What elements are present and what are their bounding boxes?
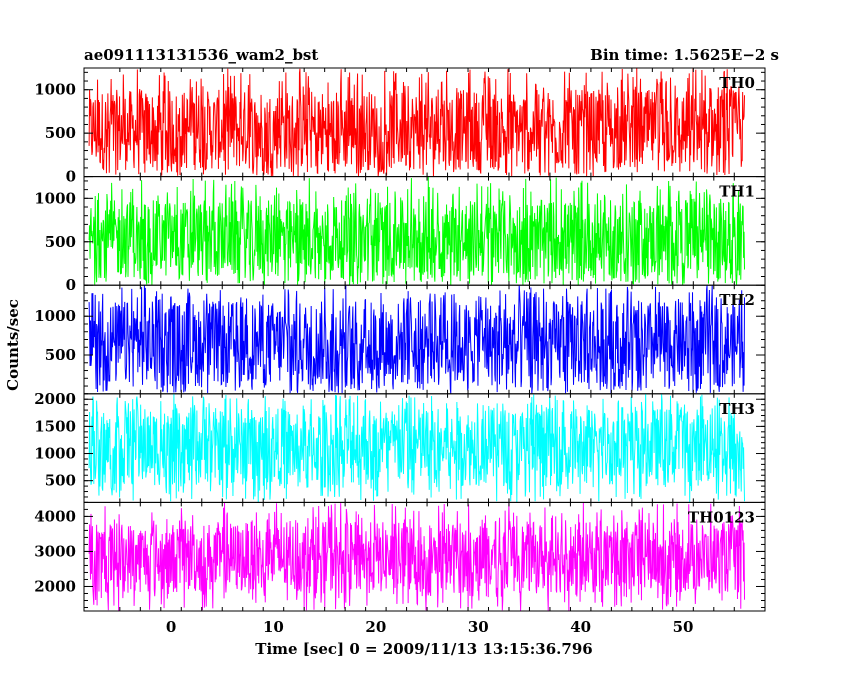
x-tick-label: 20 <box>365 618 386 636</box>
series-line-th3 <box>88 393 746 502</box>
y-tick-label: 3000 <box>34 542 76 560</box>
y-axis-label: Counts/sec <box>4 299 22 391</box>
y-tick-label: 2000 <box>34 577 76 595</box>
series-line-th0 <box>88 68 746 177</box>
panel-label-th0: TH0 <box>719 74 755 92</box>
x-tick-label: 50 <box>673 618 694 636</box>
panel-frame <box>83 501 766 612</box>
panel-label-th0123: TH0123 <box>688 508 755 526</box>
panel-th1: 0 500 1000 TH1 <box>34 176 766 294</box>
y-tick-label: 500 <box>45 346 76 364</box>
panel-th3: 500 1000 1500 2000 TH3 <box>34 390 766 503</box>
panel-label-th1: TH1 <box>719 183 755 201</box>
chart-title: ae091113131536_wam2_bst <box>84 46 318 64</box>
y-tick-label: 2000 <box>34 390 76 408</box>
y-tick-label: 500 <box>45 233 76 251</box>
y-tick-label: 1000 <box>34 307 76 325</box>
panel-th0123: 2000 3000 4000 TH0123 <box>34 501 766 612</box>
panel-th0: 0 500 1000 TH0 <box>34 67 766 186</box>
x-tick-label: 10 <box>263 618 284 636</box>
y-tick-label: 1000 <box>34 189 76 207</box>
y-tick-label: 500 <box>45 472 76 490</box>
series-line-th1 <box>88 176 746 286</box>
panel-th2: 500 1000 TH2 <box>34 284 766 395</box>
x-tick-label: 0 <box>166 618 176 636</box>
x-tick-label: 30 <box>468 618 489 636</box>
x-tick-label: 40 <box>570 618 591 636</box>
series-line-th0123 <box>88 502 746 611</box>
y-tick-label: 1500 <box>34 417 76 435</box>
panel-label-th2: TH2 <box>719 291 755 309</box>
y-tick-label: 500 <box>45 124 76 142</box>
y-tick-label: 4000 <box>34 507 76 525</box>
series-line-th2 <box>88 285 746 394</box>
panel-label-th3: TH3 <box>719 400 755 418</box>
bin-time-label: Bin time: 1.5625E−2 s <box>590 46 779 64</box>
x-axis-label: Time [sec] 0 = 2009/11/13 13:15:36.796 <box>255 640 592 658</box>
y-tick-label: 0 <box>66 168 76 186</box>
y-tick-label: 0 <box>66 276 76 294</box>
y-tick-label: 1000 <box>34 81 76 99</box>
y-tick-label: 1000 <box>34 445 76 463</box>
